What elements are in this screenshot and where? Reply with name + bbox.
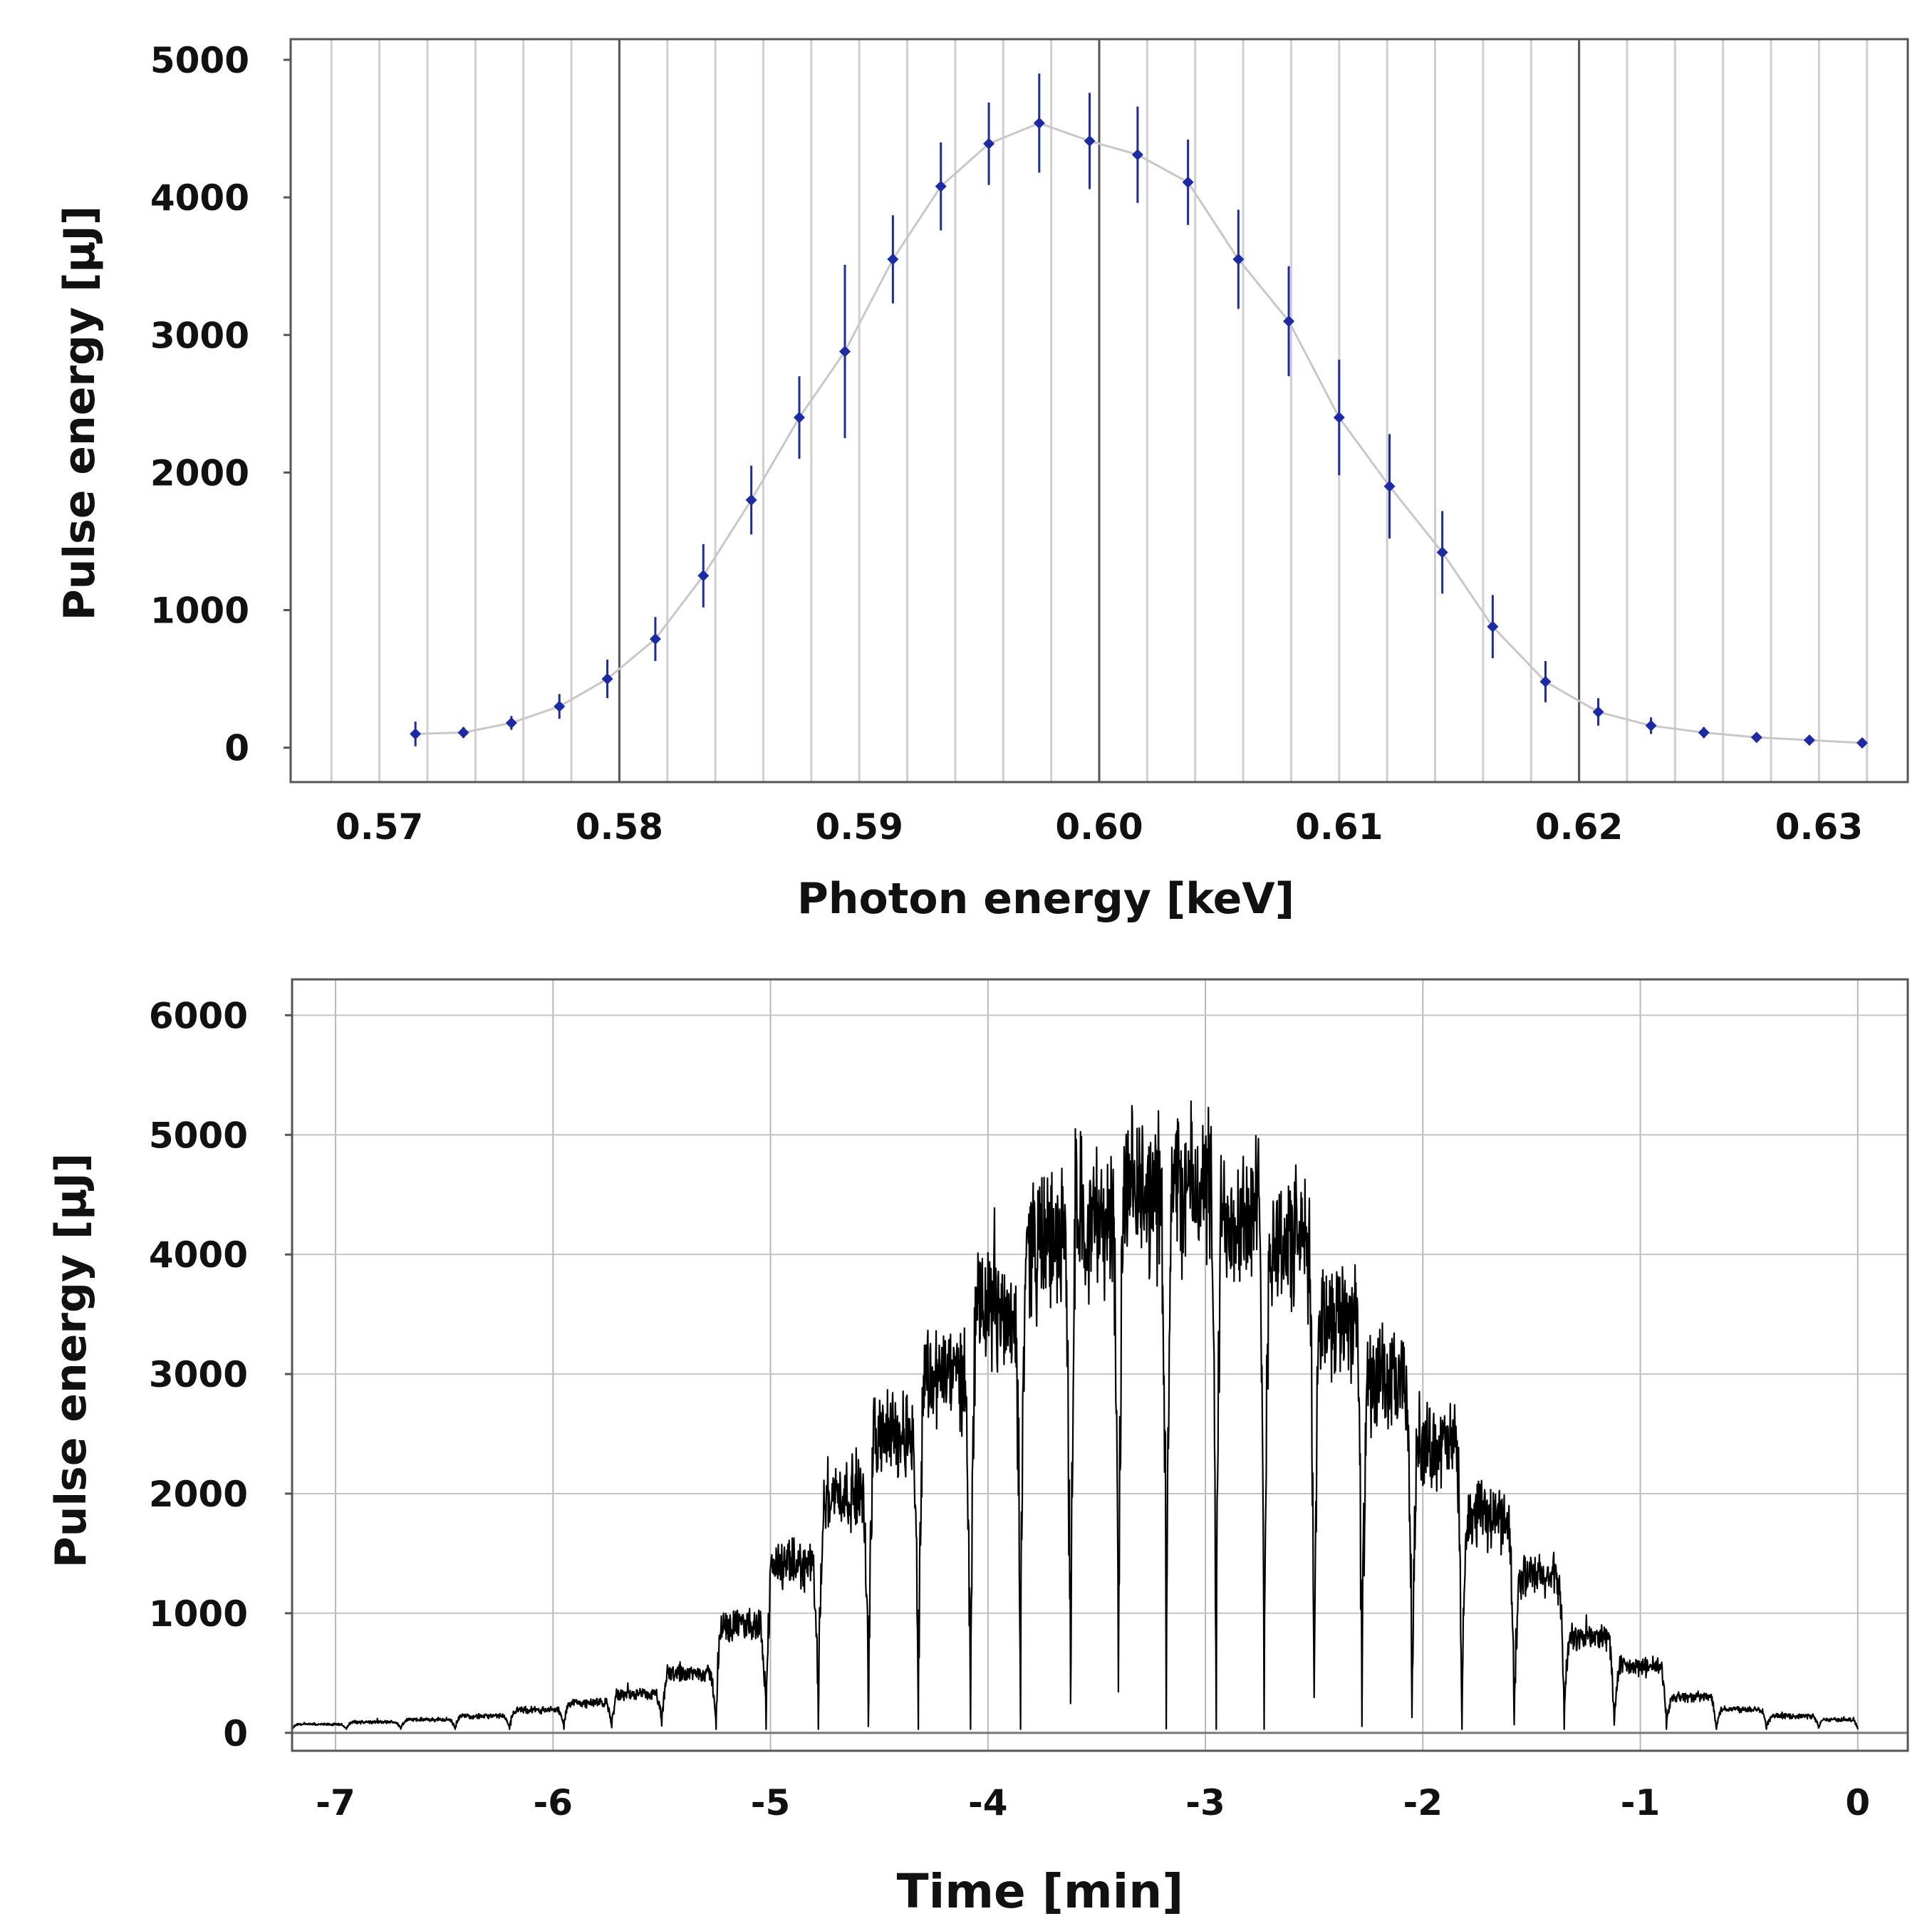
- data-point: [457, 727, 469, 739]
- y-axis-title-bottom: Pulse energy [μJ]: [46, 1153, 96, 1568]
- x-tick-label: 0.59: [816, 806, 903, 848]
- major-gridlines-top: [618, 39, 1581, 782]
- y-tick-label: 3000: [150, 315, 249, 356]
- y-tick-label: 0: [224, 728, 249, 769]
- x-tick-label: -3: [1185, 1782, 1225, 1823]
- pulse-trace-bottom: [291, 1100, 1859, 1730]
- data-point: [1645, 719, 1657, 732]
- data-point: [794, 412, 806, 424]
- x-axis-title-top: Photon energy [keV]: [797, 874, 1294, 924]
- data-point: [1033, 117, 1045, 129]
- x-tick-label: -1: [1621, 1782, 1661, 1823]
- plot-area-bottom: [292, 979, 1908, 1751]
- y-tick-label: 5000: [149, 1115, 248, 1156]
- x-tick-label: 0.58: [576, 806, 663, 848]
- data-point: [1084, 135, 1096, 147]
- y-tick-label: 0: [223, 1713, 248, 1754]
- data-point: [1283, 315, 1295, 327]
- gridlines-bottom: [292, 979, 1908, 1751]
- data-point: [1333, 412, 1345, 424]
- x-axis-title-bottom: Time [min]: [897, 1864, 1184, 1919]
- y-tick-labels-bottom: 0 1000 2000 3000 4000 5000 6000: [149, 995, 292, 1754]
- y-tick-label: 1000: [149, 1593, 248, 1635]
- data-point: [410, 728, 422, 740]
- x-tick-label: 0: [1845, 1782, 1870, 1823]
- data-point: [1803, 734, 1815, 746]
- y-tick-label: 4000: [150, 177, 249, 219]
- y-tick-label: 6000: [149, 995, 248, 1036]
- data-point: [697, 570, 710, 582]
- data-point: [1182, 176, 1194, 188]
- y-tick-label: 2000: [149, 1474, 248, 1515]
- y-tick-label: 2000: [150, 452, 249, 494]
- x-tick-label: 0.62: [1535, 806, 1623, 848]
- data-point: [1232, 254, 1245, 266]
- data-point: [1750, 732, 1762, 744]
- data-point: [601, 673, 613, 685]
- x-tick-labels-top: 0.57 0.58 0.59 0.60 0.61 0.62 0.63: [336, 806, 1863, 848]
- y-tick-label: 1000: [150, 590, 249, 632]
- y-tick-labels-top: 0 1000 2000 3000 4000 5000: [150, 40, 291, 769]
- data-point: [935, 180, 947, 192]
- trend-line-top: [415, 122, 1863, 744]
- data-point: [1539, 676, 1552, 688]
- pulse-trace: [291, 1100, 1859, 1730]
- y-tick-label: 5000: [150, 40, 249, 81]
- y-axis-title-top: Pulse energy [μJ]: [55, 206, 105, 621]
- data-point: [1436, 546, 1448, 558]
- data-point: [1856, 736, 1869, 749]
- data-point: [649, 633, 661, 645]
- plot-frame-bottom: [291, 978, 1909, 1752]
- x-tick-label: -4: [968, 1782, 1008, 1823]
- data-point: [887, 254, 899, 266]
- x-tick-label: -5: [751, 1782, 791, 1823]
- chart-bottom: 0 1000 2000 3000 4000 5000 6000 -7 -6 -5 -4 -3 -2 -1…: [46, 978, 1909, 1919]
- x-tick-label: 0.63: [1775, 806, 1863, 848]
- data-point: [745, 494, 757, 506]
- x-tick-label: -6: [534, 1782, 573, 1823]
- plot-frame-top: [289, 38, 1909, 784]
- y-tick-label: 3000: [149, 1354, 248, 1395]
- x-tick-label: 0.60: [1055, 806, 1143, 848]
- y-tick-label: 4000: [149, 1234, 248, 1276]
- data-point: [1383, 480, 1396, 492]
- data-point: [1592, 706, 1604, 718]
- trend-line: [415, 122, 1863, 744]
- data-point: [1698, 727, 1710, 739]
- x-tick-labels-bottom: -7 -6 -5 -4 -3 -2 -1 0: [316, 1782, 1870, 1823]
- x-tick-label: -2: [1403, 1782, 1443, 1823]
- data-point: [983, 137, 995, 150]
- data-point: [1487, 620, 1499, 633]
- data-point: [838, 345, 851, 358]
- data-point: [1131, 149, 1143, 161]
- data-point: [554, 700, 566, 712]
- x-tick-label: 0.57: [336, 806, 423, 848]
- x-tick-label: -7: [316, 1782, 355, 1823]
- data-point: [505, 717, 517, 729]
- x-tick-label: 0.61: [1295, 806, 1383, 848]
- data-points-top: [410, 73, 1869, 749]
